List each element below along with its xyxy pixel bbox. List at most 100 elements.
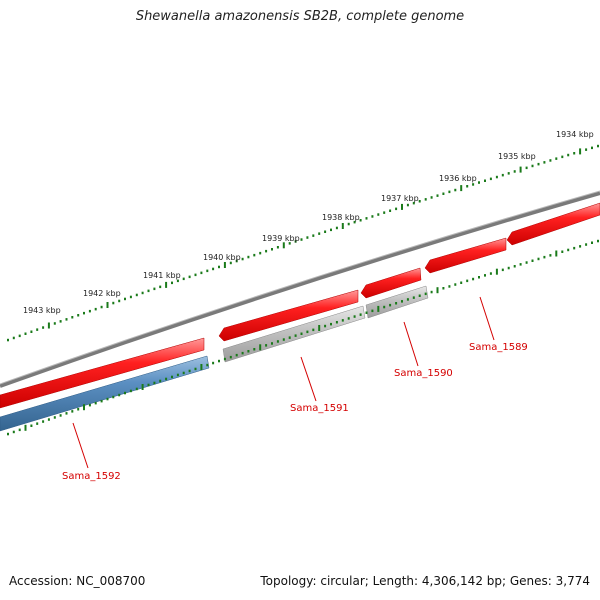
major-tick: [460, 185, 463, 192]
minor-tick: [53, 322, 56, 325]
minor-tick: [567, 153, 570, 157]
minor-tick: [501, 173, 504, 177]
gene-arrow-sama-1591[interactable]: [218, 289, 359, 342]
minor-tick: [531, 164, 534, 168]
minor-tick: [335, 226, 338, 230]
minor-tick: [12, 430, 15, 434]
minor-tick: [153, 287, 156, 291]
minor-tick: [585, 148, 588, 151]
minor-tick: [141, 291, 144, 295]
minor-tick: [182, 371, 185, 375]
minor-tick: [531, 259, 534, 262]
minor-tick: [573, 246, 576, 250]
minor-tick: [406, 203, 409, 207]
minor-tick: [159, 379, 162, 383]
major-tick: [200, 364, 203, 370]
minor-tick: [42, 326, 45, 329]
major-tick: [282, 242, 285, 249]
gene-label-sama-1591[interactable]: Sama_1591: [290, 403, 349, 414]
minor-tick: [537, 162, 540, 166]
minor-tick: [507, 172, 510, 175]
gene-label-callouts: Sama_1589 Sama_1590 Sama_1591 Sama_1592: [62, 296, 528, 482]
minor-tick: [454, 188, 457, 192]
minor-tick: [591, 241, 593, 244]
minor-tick: [330, 228, 332, 232]
minor-tick: [88, 403, 91, 407]
minor-tick: [77, 314, 80, 317]
minor-tick: [282, 338, 285, 341]
inner-tick-ruler: [7, 239, 599, 436]
genome-backbone: [0, 191, 600, 388]
minor-tick: [129, 295, 132, 299]
minor-tick: [300, 332, 303, 335]
minor-tick: [65, 412, 68, 415]
minor-tick: [513, 265, 516, 268]
gene-arrow-sama-1589-b[interactable]: [506, 202, 600, 246]
minor-tick: [300, 238, 303, 241]
minor-tick: [597, 144, 599, 148]
minor-tick: [229, 355, 232, 359]
callout-line: [403, 321, 419, 367]
minor-tick: [94, 401, 97, 405]
minor-tick: [265, 249, 268, 253]
minor-tick: [365, 311, 368, 314]
kbp-tick-labels: 1934 kbp 1935 kbp 1936 kbp 1937 kbp 1938…: [23, 130, 594, 315]
topology-summary: Topology: circular; Length: 4,306,142 bp…: [260, 574, 590, 588]
gene-bar-sama-1592[interactable]: [0, 355, 210, 432]
minor-tick: [247, 255, 250, 259]
major-tick: [106, 302, 109, 308]
minor-tick: [94, 307, 97, 311]
minor-tick: [176, 279, 179, 283]
minor-tick: [489, 177, 492, 181]
minor-tick: [124, 391, 126, 395]
gene-label-sama-1589[interactable]: Sama_1589: [469, 342, 528, 353]
minor-tick: [525, 261, 528, 264]
minor-tick: [484, 179, 486, 182]
minor-tick: [383, 211, 386, 214]
minor-tick: [12, 336, 15, 340]
minor-tick: [484, 274, 486, 277]
minor-tick: [241, 257, 244, 261]
minor-tick: [306, 330, 309, 334]
minor-tick: [395, 302, 398, 305]
gene-arrow-sama-1590[interactable]: [360, 267, 422, 299]
gene-arrow-sama-1589-a[interactable]: [424, 237, 507, 274]
major-tick: [341, 223, 344, 229]
gene-arrow-sama-1592[interactable]: [0, 337, 205, 409]
minor-tick: [389, 303, 392, 307]
minor-tick: [218, 265, 220, 269]
minor-tick: [276, 340, 279, 343]
gene-bar-sama-1591[interactable]: [222, 305, 366, 363]
minor-tick: [312, 234, 315, 237]
minor-tick: [430, 290, 433, 294]
minor-tick: [100, 399, 103, 403]
minor-tick: [519, 263, 522, 266]
minor-tick: [567, 248, 570, 252]
minor-tick: [194, 367, 197, 371]
minor-tick: [36, 422, 39, 425]
minor-tick: [36, 328, 39, 331]
minor-tick: [7, 338, 9, 342]
minor-tick: [59, 414, 62, 417]
minor-tick: [212, 267, 215, 271]
gene-label-sama-1592[interactable]: Sama_1592: [62, 471, 121, 482]
major-tick: [495, 268, 498, 275]
minor-tick: [253, 348, 256, 351]
minor-tick: [265, 344, 268, 347]
minor-tick: [229, 261, 232, 265]
minor-tick: [206, 269, 209, 273]
minor-tick: [597, 239, 599, 243]
minor-tick: [271, 248, 273, 251]
minor-tick: [59, 320, 62, 323]
major-tick: [24, 424, 27, 431]
minor-tick: [218, 359, 220, 363]
minor-tick: [77, 408, 80, 411]
minor-tick: [489, 272, 492, 275]
minor-tick: [424, 292, 427, 296]
kbp-label: 1938 kbp: [322, 213, 360, 222]
minor-tick: [549, 254, 552, 257]
gene-label-sama-1590[interactable]: Sama_1590: [394, 368, 453, 379]
major-tick: [223, 262, 226, 268]
minor-tick: [347, 222, 350, 226]
major-tick: [555, 250, 558, 257]
